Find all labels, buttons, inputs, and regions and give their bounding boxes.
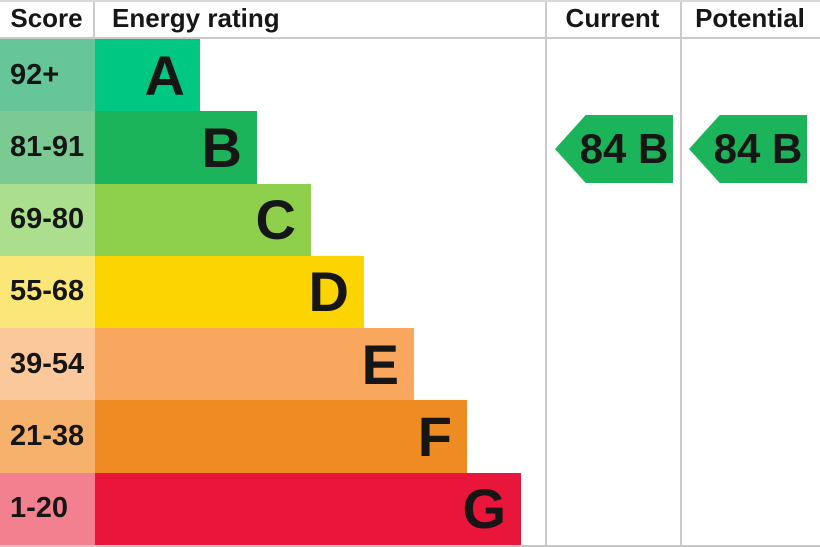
current-rating-label: 84 B xyxy=(579,125,669,172)
potential-rating-label: 84 B xyxy=(713,125,803,172)
band-score-range-f: 21-38 xyxy=(0,400,95,473)
band-score-range-e: 39-54 xyxy=(0,328,95,401)
band-score-range-b: 81-91 xyxy=(0,111,95,184)
header-current: Current xyxy=(565,3,660,33)
header-potential: Potential xyxy=(695,3,805,33)
band-row-a: 92+ A xyxy=(0,39,820,112)
band-row-b: 81-91 B xyxy=(0,111,820,184)
band-row-e: 39-54 E xyxy=(0,328,820,401)
band-bar-e: E xyxy=(95,328,414,401)
potential-column-divider xyxy=(680,2,682,545)
band-score-range-d: 55-68 xyxy=(0,255,95,329)
band-score-range-c: 69-80 xyxy=(0,183,95,256)
header-energy-rating: Energy rating xyxy=(112,3,280,33)
band-bar-d: D xyxy=(95,255,364,329)
rating-band-rows: 92+ A 81-91 B 69-80 C 55-68 D 39-54 E 21-38 F 1-20 G xyxy=(0,39,820,545)
band-score-range-g: 1-20 xyxy=(0,472,95,545)
band-row-f: 21-38 F xyxy=(0,400,820,473)
header-row: Score Energy rating Current Potential xyxy=(0,2,820,39)
band-row-g: 1-20 G xyxy=(0,472,820,545)
band-bar-b: B xyxy=(95,111,257,184)
header-score: Score xyxy=(0,2,95,37)
band-bar-a: A xyxy=(95,39,200,112)
band-bar-c: C xyxy=(95,183,311,256)
band-bar-f: F xyxy=(95,400,467,473)
band-row-c: 69-80 C xyxy=(0,183,820,256)
band-score-range-a: 92+ xyxy=(0,39,95,112)
band-bar-g: G xyxy=(95,472,521,545)
band-row-d: 55-68 D xyxy=(0,255,820,329)
current-column-divider xyxy=(545,2,547,545)
